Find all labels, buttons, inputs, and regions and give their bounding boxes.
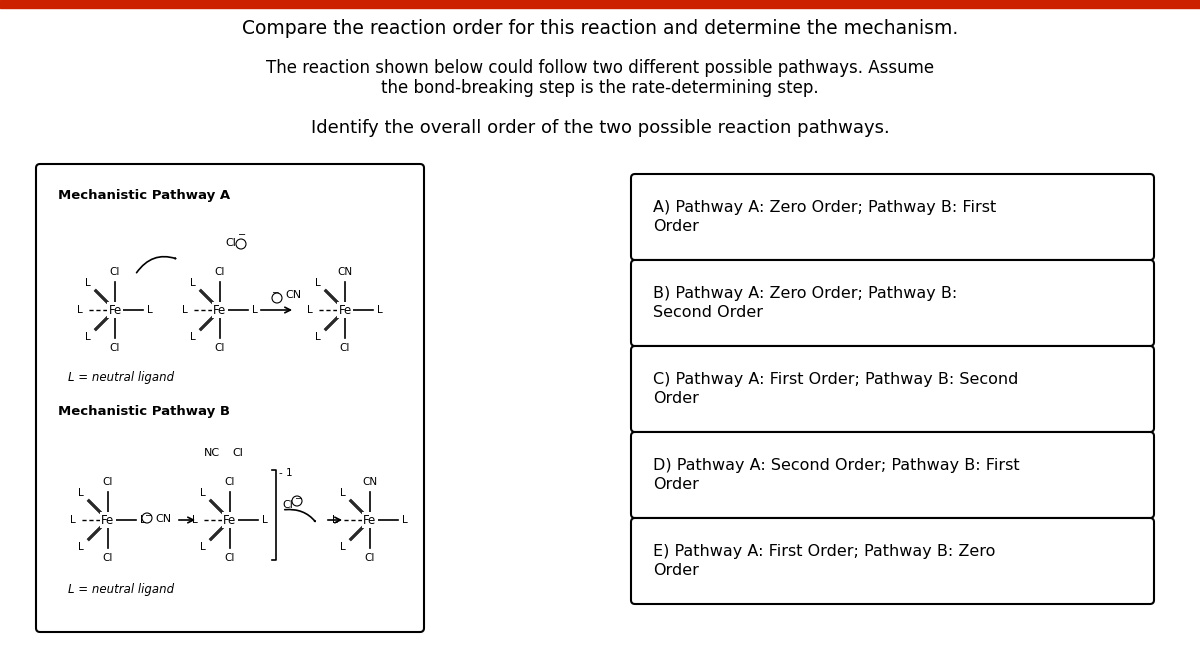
Text: L: L: [252, 305, 258, 315]
Text: Fe: Fe: [101, 513, 115, 527]
Text: L: L: [191, 278, 196, 288]
Text: L: L: [341, 542, 346, 552]
Text: D) Pathway A: Second Order; Pathway B: First
Order: D) Pathway A: Second Order; Pathway B: F…: [653, 458, 1020, 492]
Text: A) Pathway A: Zero Order; Pathway B: First
Order: A) Pathway A: Zero Order; Pathway B: Fir…: [653, 200, 996, 234]
Text: the bond-breaking step is the rate-determining step.: the bond-breaking step is the rate-deter…: [382, 79, 818, 97]
Text: L: L: [192, 515, 198, 525]
Text: −: −: [294, 494, 301, 503]
Text: L: L: [77, 305, 83, 315]
Text: L: L: [402, 515, 408, 525]
Text: B) Pathway A: Zero Order; Pathway B:
Second Order: B) Pathway A: Zero Order; Pathway B: Sec…: [653, 286, 958, 320]
Text: L: L: [341, 488, 346, 498]
FancyBboxPatch shape: [631, 432, 1154, 518]
Text: CN: CN: [286, 290, 301, 300]
Text: Cl: Cl: [226, 238, 236, 248]
Text: L: L: [316, 278, 322, 288]
Text: L: L: [200, 488, 206, 498]
Text: L: L: [200, 542, 206, 552]
Text: L: L: [332, 515, 338, 525]
Text: Identify the overall order of the two possible reaction pathways.: Identify the overall order of the two po…: [311, 119, 889, 137]
Text: NC: NC: [204, 448, 220, 458]
Text: Cl: Cl: [232, 448, 242, 458]
Text: −: −: [271, 287, 278, 296]
Text: E) Pathway A: First Order; Pathway B: Zero
Order: E) Pathway A: First Order; Pathway B: Ze…: [653, 543, 995, 578]
Text: L: L: [140, 515, 145, 525]
Text: −: −: [144, 511, 151, 519]
FancyBboxPatch shape: [631, 174, 1154, 260]
Text: L: L: [307, 305, 313, 315]
FancyBboxPatch shape: [631, 346, 1154, 432]
Text: Cl: Cl: [110, 343, 120, 353]
Text: Cl: Cl: [103, 477, 113, 487]
Text: Cl: Cl: [215, 343, 226, 353]
Text: Mechanistic Pathway A: Mechanistic Pathway A: [58, 190, 230, 202]
Text: CN: CN: [337, 267, 353, 277]
FancyBboxPatch shape: [631, 518, 1154, 604]
Text: L: L: [377, 305, 383, 315]
Text: CN: CN: [155, 514, 172, 524]
Text: L: L: [85, 332, 91, 342]
FancyArrowPatch shape: [137, 256, 175, 272]
Text: L: L: [148, 305, 152, 315]
FancyBboxPatch shape: [36, 164, 424, 632]
Text: L: L: [191, 332, 196, 342]
Text: Cl: Cl: [365, 553, 376, 563]
Text: The reaction shown below could follow two different possible pathways. Assume: The reaction shown below could follow tw…: [266, 59, 934, 77]
Text: C) Pathway A: First Order; Pathway B: Second
Order: C) Pathway A: First Order; Pathway B: Se…: [653, 372, 1019, 406]
FancyArrowPatch shape: [284, 509, 316, 521]
Text: CN: CN: [362, 477, 378, 487]
Text: L: L: [85, 278, 91, 288]
Text: Cl: Cl: [215, 267, 226, 277]
Text: Fe: Fe: [108, 304, 121, 316]
Text: - 1: - 1: [278, 468, 293, 478]
Text: L: L: [262, 515, 268, 525]
Text: Cl: Cl: [224, 477, 235, 487]
Bar: [0, 0, 1200, 8]
Text: Cl: Cl: [340, 343, 350, 353]
Text: L = neutral ligand: L = neutral ligand: [68, 583, 174, 597]
Text: Fe: Fe: [364, 513, 377, 527]
Text: L: L: [182, 305, 188, 315]
Text: L: L: [71, 515, 76, 525]
Text: Cl: Cl: [224, 553, 235, 563]
Text: Fe: Fe: [223, 513, 236, 527]
FancyBboxPatch shape: [631, 260, 1154, 346]
Text: L = neutral ligand: L = neutral ligand: [68, 372, 174, 384]
Text: Mechanistic Pathway B: Mechanistic Pathway B: [58, 406, 230, 418]
Text: L: L: [78, 542, 84, 552]
Text: Cl: Cl: [103, 553, 113, 563]
Text: Cl: Cl: [282, 500, 293, 510]
Text: L: L: [78, 488, 84, 498]
Text: Compare the reaction order for this reaction and determine the mechanism.: Compare the reaction order for this reac…: [242, 19, 958, 37]
Text: Fe: Fe: [338, 304, 352, 316]
Text: Fe: Fe: [214, 304, 227, 316]
Text: Cl: Cl: [110, 267, 120, 277]
Text: L: L: [316, 332, 322, 342]
Text: −: −: [238, 230, 246, 240]
